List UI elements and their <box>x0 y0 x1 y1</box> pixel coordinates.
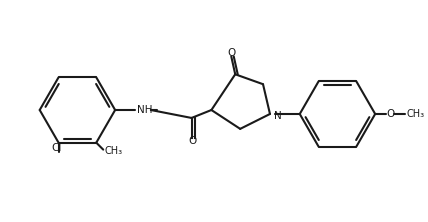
Text: N: N <box>274 111 282 121</box>
Text: O: O <box>188 136 197 146</box>
Text: O: O <box>386 109 394 119</box>
Text: NH: NH <box>137 105 152 115</box>
Text: CH₃: CH₃ <box>104 146 122 156</box>
Text: CH₃: CH₃ <box>407 109 425 119</box>
Text: Cl: Cl <box>51 143 62 153</box>
Text: O: O <box>227 48 235 58</box>
